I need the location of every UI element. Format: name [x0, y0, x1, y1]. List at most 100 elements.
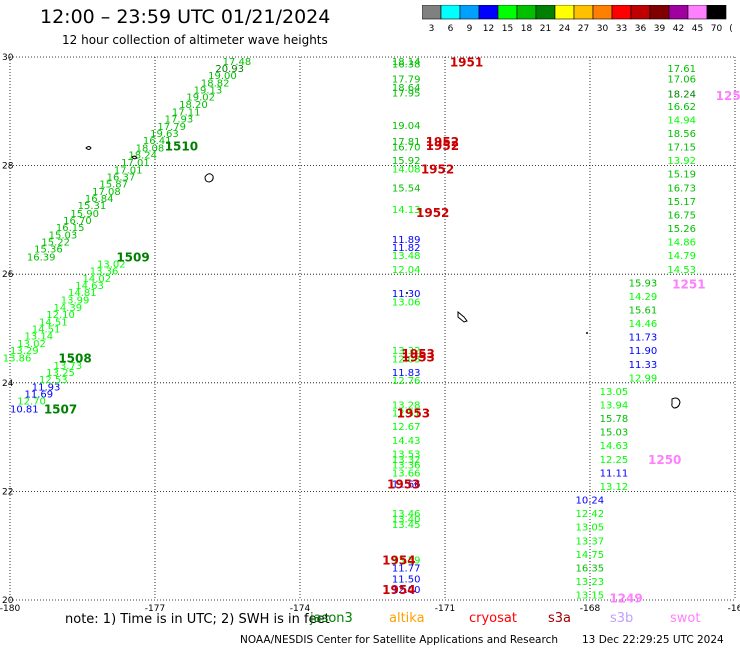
wave-height-value: 14.29	[629, 292, 658, 303]
island-dot	[586, 332, 588, 334]
wave-height-value: 11.50	[392, 574, 421, 585]
wave-height-value: 13.02	[97, 259, 126, 270]
wave-height-value: 17.93	[165, 114, 194, 125]
wave-height-value: 14.08	[392, 164, 421, 175]
wave-height-value: 17.01	[121, 158, 150, 169]
wave-height-value: 11.89	[392, 235, 421, 246]
wave-height-value: 12.99	[629, 373, 658, 384]
wave-height-value: 15.31	[78, 201, 107, 212]
wave-height-value: 19.04	[392, 121, 421, 132]
chart-subtitle: 12 hour collection of altimeter wave hei…	[62, 33, 328, 47]
x-tick-label: -174	[290, 604, 311, 614]
wave-height-value: 14.81	[68, 288, 97, 299]
wave-height-value: 17.11	[172, 107, 201, 118]
wave-height-value: 15.87	[99, 180, 128, 191]
wave-height-value: 15.36	[34, 245, 63, 256]
wave-height-value: 13.86	[3, 353, 32, 364]
legend-label: 42	[673, 24, 684, 34]
wave-height-value: 15.19	[667, 170, 696, 181]
wave-height-value: 11.82	[392, 243, 421, 254]
wave-height-value: 13.28	[392, 401, 421, 412]
wave-height-value: 17.61	[667, 64, 696, 75]
wave-height-value: 20.93	[215, 64, 244, 75]
pass-time-label: 1954	[382, 553, 415, 567]
wave-height-value: 14.46	[629, 319, 658, 330]
wave-height-value: 16.84	[85, 194, 114, 205]
y-tick-label: 24	[2, 379, 14, 389]
wave-height-value: 16.15	[56, 223, 85, 234]
legend-label: 30	[597, 24, 609, 34]
pass-time-label: 1252	[716, 89, 740, 103]
wave-height-value: 16.38	[392, 60, 421, 71]
wave-height-value: 14.86	[667, 238, 696, 249]
chart-title: 12:00 – 23:59 UTC 01/21/2024	[40, 6, 331, 28]
x-tick-label: -168	[580, 604, 601, 614]
wave-height-value: 19.13	[194, 86, 223, 97]
wave-height-value: 11.83	[392, 368, 421, 379]
wave-height-value: 14.94	[667, 115, 696, 126]
satellite-label-swot: swot	[670, 611, 701, 626]
footer-credit: NOAA/NESDIS Center for Satellite Applica…	[240, 634, 558, 646]
wave-height-value: 11.33	[629, 360, 658, 371]
wave-height-value: 11.11	[600, 468, 629, 479]
footer-note: note: 1) Time is in UTC; 2) SWH is in fe…	[65, 612, 330, 627]
legend-label: 36	[635, 24, 647, 34]
wave-height-value: 14.43	[392, 436, 421, 447]
wave-height-value: 18.24	[667, 89, 696, 100]
wave-height-value: 12.03	[392, 354, 421, 365]
wave-height-value: 12.04	[392, 265, 421, 276]
wave-height-value: 11.90	[629, 346, 658, 357]
wave-height-value: 11.73	[629, 333, 658, 344]
island-outline	[457, 310, 468, 323]
wave-height-value: 12.00	[392, 585, 421, 596]
satellite-label-s3b: s3b	[610, 611, 634, 626]
wave-height-value: 13.73	[54, 361, 83, 372]
island-outline	[85, 146, 92, 150]
legend-label: 3	[429, 24, 435, 34]
wave-height-value: 13.12	[600, 482, 629, 493]
wave-height-value: 15.90	[70, 209, 99, 220]
wave-height-value: 15.54	[392, 183, 421, 194]
wave-height-value: 13.15	[576, 591, 605, 602]
y-tick-label: 30	[2, 53, 14, 63]
wave-height-value: 12.10	[46, 310, 75, 321]
wave-height-value: 14.39	[54, 303, 83, 314]
wave-height-value: 12.51	[392, 409, 421, 420]
wave-height-value: 17.08	[92, 187, 121, 198]
wave-height-value: 12.67	[392, 422, 421, 433]
wave-height-value: 15.61	[629, 305, 658, 316]
pass-time-label: 1510	[165, 140, 198, 154]
pass-time-label: 1509	[116, 250, 149, 264]
legend-label: 27	[578, 24, 589, 34]
wave-height-value: 13.02	[17, 339, 46, 350]
legend-label: 39	[654, 24, 666, 34]
wave-height-value: 14.13	[392, 205, 421, 216]
island-outline	[131, 155, 138, 160]
wave-height-value: 13.36	[90, 266, 119, 277]
y-tick-label: 28	[2, 162, 14, 172]
wave-height-value: 15.26	[667, 224, 696, 235]
wave-height-value: 13.05	[600, 387, 629, 398]
wave-height-value: 12.25	[600, 455, 629, 466]
wave-height-value: 18.20	[179, 100, 208, 111]
wave-height-value: 13.40	[392, 515, 421, 526]
y-tick-label: 22	[2, 487, 13, 497]
wave-height-value: 17.79	[392, 75, 421, 86]
pass-time-label: 1249	[609, 591, 642, 605]
wave-height-value: 13.23	[576, 577, 605, 588]
wave-height-value: 16.35	[576, 563, 605, 574]
pass-time-label: 1952	[416, 206, 449, 220]
wave-height-value: 10.81	[10, 404, 39, 415]
legend-label: 12	[483, 24, 494, 34]
wave-height-value: 13.05	[576, 523, 605, 534]
legend-label: 33	[616, 24, 627, 34]
wave-height-value: 17.79	[157, 122, 186, 133]
wave-height-value: 14.53	[667, 265, 696, 276]
wave-height-value: 15.78	[600, 414, 629, 425]
x-tick-label: -16	[728, 604, 740, 614]
wave-height-value: 17.06	[667, 75, 696, 86]
pass-time-label: 1953	[402, 347, 435, 361]
wave-height-value: 18.56	[667, 129, 696, 140]
wave-height-value: 15.22	[41, 238, 70, 249]
